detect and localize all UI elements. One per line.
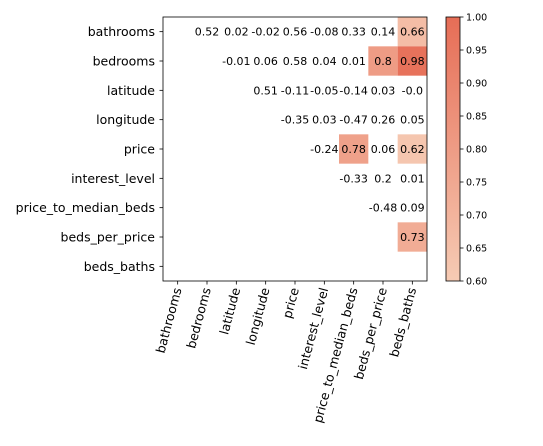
colorbar-gradient	[445, 16, 461, 282]
row-labels: bathrooms bedrooms latitude longitude price i…	[16, 24, 163, 274]
row-label: beds_baths	[84, 259, 155, 274]
cell-value-label: 0.98	[400, 55, 425, 68]
row-label: interest_level	[71, 171, 155, 186]
cell-value-label: 0.03	[371, 84, 396, 97]
row-label: bathrooms	[88, 24, 155, 39]
heatmap-cell	[397, 134, 427, 164]
cell-value-label: 0.78	[341, 143, 366, 156]
cell-value-label: -0.05	[310, 84, 338, 97]
cell-value-label: -0.47	[339, 114, 367, 127]
cell-value-label: -0.0	[402, 84, 423, 97]
cell-value-label: 0.01	[341, 55, 366, 68]
colorbar-tick-label: 0.95	[466, 46, 487, 57]
cell-value-label: -0.08	[310, 26, 338, 39]
cell-value-label: 0.56	[283, 26, 308, 39]
colorbar-tick-label: 0.65	[466, 244, 487, 255]
colorbar-tick-label: 0.85	[466, 112, 487, 123]
colorbar: 0.60 0.65 0.70 0.75 0.80 0.85 0.90 0.95 1.00	[445, 13, 487, 288]
heatmap-cell	[397, 46, 427, 76]
row-label: price_to_median_beds	[16, 200, 155, 215]
cell-value-label: 0.09	[400, 202, 425, 215]
colorbar-tick-label: 0.80	[466, 145, 487, 156]
row-label: beds_per_price	[61, 230, 156, 245]
cell-value-label: -0.48	[369, 202, 397, 215]
cell-value-label: -0.11	[281, 84, 309, 97]
heatmap-cell	[368, 46, 398, 76]
row-label: longitude	[96, 112, 155, 127]
cell-value-label: -0.35	[281, 114, 309, 127]
cell-value-label: -0.02	[251, 26, 279, 39]
cell-value-label: 0.62	[400, 143, 425, 156]
plot-frame	[162, 16, 428, 282]
cell-value-label: 0.8	[374, 55, 392, 68]
cell-value-label: 0.03	[312, 114, 337, 127]
colorbar-tick-label: 0.60	[466, 277, 487, 288]
column-label: bathrooms	[153, 286, 185, 355]
cell-value-label: 0.06	[371, 143, 396, 156]
heatmap-cell	[397, 222, 427, 252]
cell-value-label: -0.14	[339, 84, 367, 97]
cell-value-label: 0.06	[253, 55, 278, 68]
column-label: longitude	[243, 286, 273, 347]
column-label: latitude	[216, 286, 243, 337]
row-label: latitude	[107, 83, 155, 98]
cell-value-label: -0.33	[339, 172, 367, 185]
cell-value-label: 0.26	[371, 114, 396, 127]
column-label: beds_baths	[386, 286, 419, 359]
cell-value-label: -0.24	[310, 143, 338, 156]
row-label: bedrooms	[93, 54, 155, 69]
cell-value-label: 0.04	[312, 55, 337, 68]
cell-value-label: -0.01	[222, 55, 250, 68]
heatmap-cells: 0.52 0.02 -0.02 0.56 -0.08 0.33 0.14 0.66-0.01 0…	[195, 17, 427, 252]
cell-value-label: 0.52	[195, 26, 220, 39]
heatmap-cell	[339, 134, 369, 164]
cell-value-label: 0.58	[283, 55, 308, 68]
cell-value-label: 0.2	[374, 172, 392, 185]
cell-value-label: 0.73	[400, 231, 425, 244]
colorbar-tick-label: 0.70	[466, 211, 487, 222]
colorbar-tick-label: 0.90	[466, 79, 487, 90]
cell-value-label: 0.51	[253, 84, 278, 97]
row-label: price	[124, 142, 155, 157]
colorbar-tick-label: 0.75	[466, 178, 487, 189]
column-label: price	[279, 286, 302, 320]
cell-value-label: 0.01	[400, 172, 425, 185]
cell-value-label: 0.66	[400, 26, 425, 39]
heatmap-cell	[397, 17, 427, 47]
cell-value-label: 0.05	[400, 114, 425, 127]
cell-value-label: 0.33	[341, 26, 366, 39]
colorbar-tick-label: 1.00	[466, 13, 487, 24]
cell-value-label: 0.02	[224, 26, 249, 39]
cell-value-label: 0.14	[371, 26, 396, 39]
column-label: bedrooms	[183, 286, 214, 350]
